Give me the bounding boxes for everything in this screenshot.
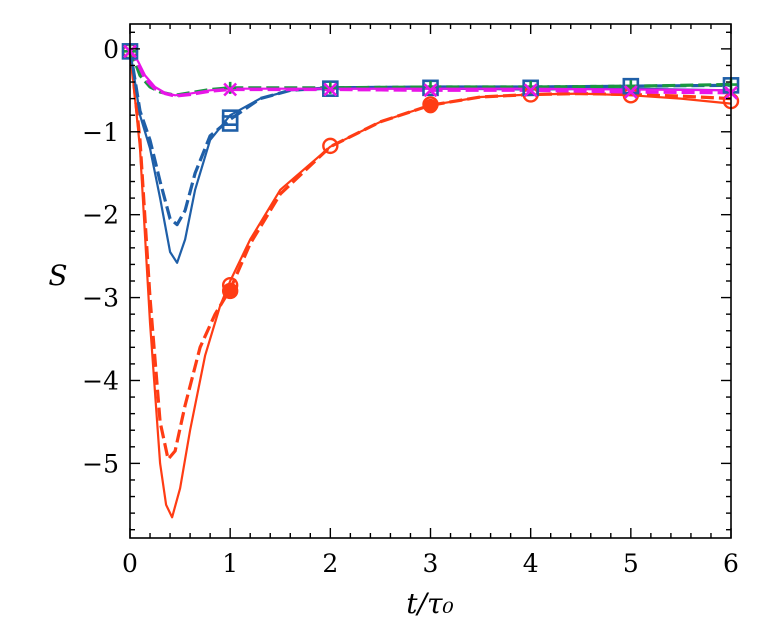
x-tick-label: 0 bbox=[122, 549, 138, 578]
series-line-1 bbox=[130, 48, 731, 519]
x-tick-label: 3 bbox=[423, 549, 439, 578]
marker-layer bbox=[121, 43, 740, 300]
marker-square bbox=[322, 80, 339, 97]
x-tick-label: 5 bbox=[623, 549, 639, 578]
marker-x bbox=[323, 82, 338, 97]
y-axis-label: S bbox=[48, 259, 67, 292]
x-tick-label: 1 bbox=[222, 549, 238, 578]
x-tick-label: 6 bbox=[723, 549, 739, 578]
series-line-4 bbox=[130, 48, 731, 227]
marker-circle-filled bbox=[222, 283, 238, 299]
y-tick-label: −3 bbox=[82, 284, 119, 313]
plot-frame bbox=[129, 23, 732, 539]
marker-x bbox=[223, 82, 238, 97]
marker-square bbox=[221, 115, 239, 132]
y-tick-label: −2 bbox=[82, 201, 119, 230]
marker-x bbox=[623, 85, 638, 99]
series-line-2 bbox=[130, 48, 731, 461]
tick-layer: 0 1 2 3 4 5 6 0 −1 −2 −3 −4 −5 bbox=[82, 24, 739, 578]
marker-x bbox=[423, 83, 438, 98]
x-axis-label: t/τ₀ bbox=[406, 587, 453, 620]
y-tick-label: −4 bbox=[82, 366, 119, 395]
marker-circle bbox=[322, 137, 339, 155]
y-tick-label: −5 bbox=[82, 449, 119, 478]
series-line-6 bbox=[130, 48, 731, 97]
marker-square bbox=[422, 79, 439, 97]
marker-circle-filled bbox=[423, 98, 438, 114]
series-layer bbox=[130, 48, 731, 519]
marker-square bbox=[522, 79, 539, 97]
marker-x bbox=[523, 83, 538, 98]
series-line-7 bbox=[130, 48, 731, 98]
x-tick-label: 4 bbox=[523, 549, 539, 578]
x-tick-label: 2 bbox=[322, 549, 338, 578]
y-tick-label: 0 bbox=[103, 35, 119, 64]
y-tick-label: −1 bbox=[82, 118, 119, 147]
